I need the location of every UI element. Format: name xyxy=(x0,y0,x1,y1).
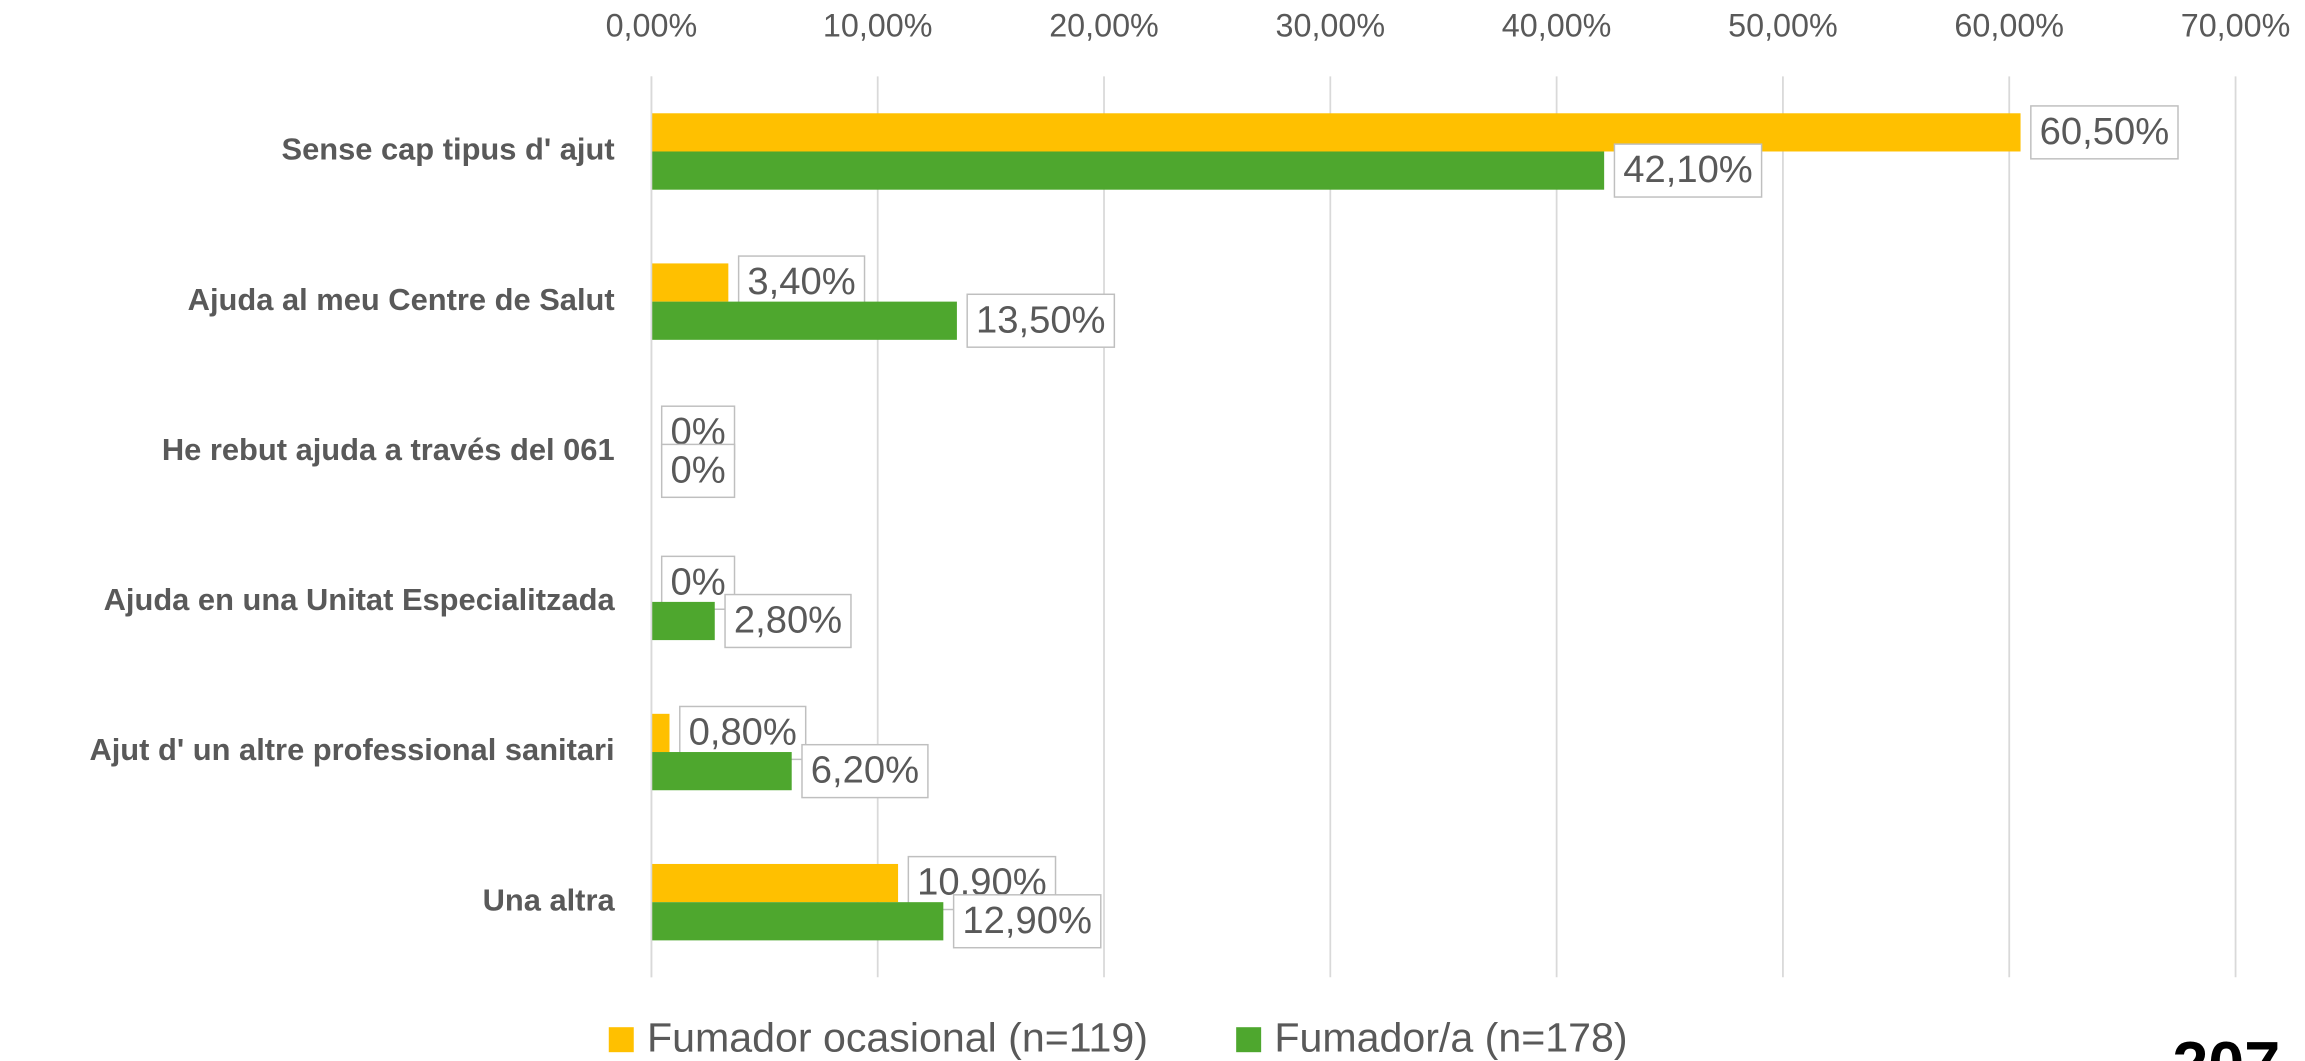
x-tick-label: 50,00% xyxy=(1728,7,1838,43)
bar xyxy=(651,902,944,941)
data-label-box xyxy=(952,894,1102,949)
x-tick-label: 60,00% xyxy=(1954,7,2064,43)
category-label: Ajuda en una Unitat Especialitzada xyxy=(104,582,616,617)
data-label: 42,10% xyxy=(1623,148,1753,191)
bar xyxy=(651,263,729,302)
legend-swatch xyxy=(1236,1027,1262,1053)
category-label: Sense cap tipus d' ajut xyxy=(281,132,614,167)
data-label-box xyxy=(1613,143,1763,198)
x-tick-label: 30,00% xyxy=(1276,7,1386,43)
data-label: 60,50% xyxy=(2040,110,2170,153)
data-label: 13,50% xyxy=(976,298,1106,341)
bar xyxy=(651,301,957,340)
bar xyxy=(651,151,1605,190)
legend-swatch xyxy=(608,1027,634,1053)
data-label: 6,20% xyxy=(811,749,919,792)
x-tick-label: 0,00% xyxy=(606,7,698,43)
legend-label: Fumador/a (n=178) xyxy=(1274,1014,1627,1060)
legend-label: Fumador ocasional (n=119) xyxy=(647,1014,1148,1060)
data-label: 12,90% xyxy=(962,899,1092,942)
data-label-box xyxy=(679,705,807,761)
data-label-box xyxy=(2030,105,2179,160)
bar xyxy=(651,863,899,903)
bar xyxy=(651,713,670,753)
data-label: 0% xyxy=(670,448,725,491)
category-label: Ajut d' un altre professional sanitari xyxy=(89,732,614,767)
bar xyxy=(651,601,715,641)
page-number: 207 xyxy=(2172,1028,2280,1061)
bar xyxy=(651,113,2021,152)
category-label: Ajuda al meu Centre de Salut xyxy=(188,282,615,317)
bar xyxy=(651,752,792,791)
category-label: He rebut ajuda a través del 061 xyxy=(162,432,615,467)
data-label: 2,80% xyxy=(734,599,842,642)
x-tick-label: 40,00% xyxy=(1502,7,1612,43)
data-label: 0,80% xyxy=(689,710,797,753)
data-label-box xyxy=(801,743,929,799)
x-tick-label: 20,00% xyxy=(1049,7,1159,43)
data-label: 3,40% xyxy=(747,260,855,303)
data-label-box xyxy=(737,255,866,310)
data-label-box xyxy=(724,593,852,649)
data-label: 0% xyxy=(670,560,725,603)
category-label: Una altra xyxy=(483,882,616,917)
data-label-box xyxy=(660,443,736,499)
x-tick-label: 70,00% xyxy=(2181,7,2291,43)
data-label-box xyxy=(660,555,736,610)
data-label-box xyxy=(966,293,1116,348)
x-tick-label: 10,00% xyxy=(823,7,933,43)
